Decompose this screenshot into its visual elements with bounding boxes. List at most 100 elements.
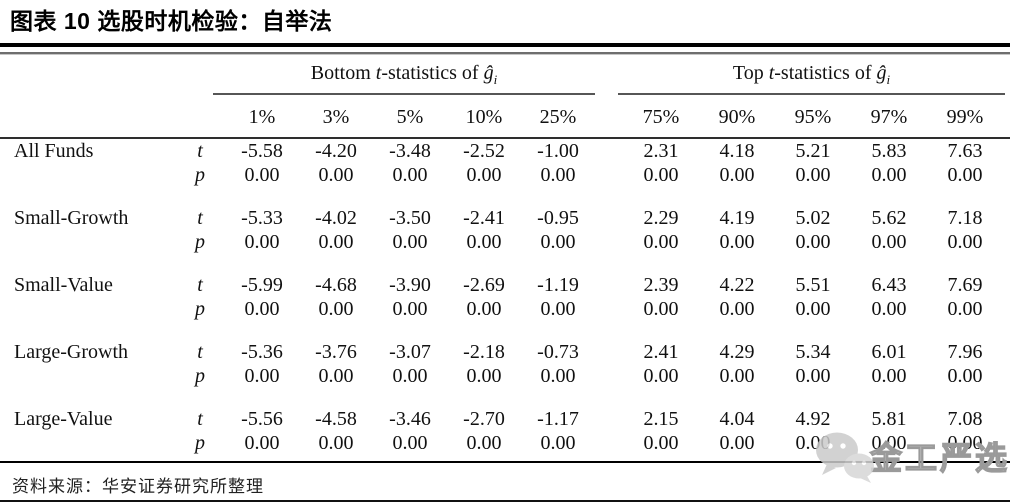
subscript-i: i bbox=[886, 72, 891, 87]
stat-label-t: t bbox=[197, 407, 203, 430]
fund-p-row: p 0.00 0.00 0.00 0.00 0.00 0.00 0.00 0.00 0.00 0.0… bbox=[0, 297, 1010, 321]
table-top-rule bbox=[0, 52, 1010, 55]
t-value: -2.69 bbox=[463, 273, 505, 296]
t-value: -4.68 bbox=[315, 273, 357, 296]
p-value: 0.00 bbox=[540, 364, 576, 387]
t-value: 7.69 bbox=[947, 273, 983, 296]
t-symbol: t bbox=[768, 62, 775, 84]
p-value: 0.00 bbox=[719, 431, 755, 454]
p-value: 0.00 bbox=[795, 163, 831, 186]
p-value: 0.00 bbox=[318, 364, 354, 387]
row-gap bbox=[0, 388, 1010, 407]
p-value: 0.00 bbox=[871, 230, 907, 253]
t-value: 4.18 bbox=[719, 139, 755, 162]
t-value: -5.33 bbox=[241, 206, 283, 229]
stat-label-p: p bbox=[195, 431, 205, 454]
p-value: 0.00 bbox=[719, 297, 755, 320]
fund-t-row: Large-Growth t -5.36 -3.76 -3.07 -2.18 -0.73 2.… bbox=[0, 340, 1010, 364]
stat-label-p: p bbox=[195, 230, 205, 253]
title-number: 10 bbox=[63, 8, 91, 34]
fund-t-row: Small-Value t -5.99 -4.68 -3.90 -2.69 -1.19 2.3… bbox=[0, 273, 1010, 297]
group-header-text: -statistics of bbox=[381, 62, 484, 84]
t-value: 4.92 bbox=[795, 407, 831, 430]
t-value: 6.43 bbox=[871, 273, 907, 296]
stat-label-t: t bbox=[197, 139, 203, 162]
p-value: 0.00 bbox=[871, 163, 907, 186]
t-value: -4.58 bbox=[315, 407, 357, 430]
fund-name: Large-Growth bbox=[14, 340, 129, 363]
t-value: 4.29 bbox=[719, 340, 755, 363]
percent-header-row: 1% 3% 5% 10% 25% 75% 90% 95% 97% 99% bbox=[0, 97, 1010, 137]
t-value: -3.48 bbox=[389, 139, 431, 162]
p-value: 0.00 bbox=[540, 431, 576, 454]
stat-label-p: p bbox=[195, 297, 205, 320]
p-value: 0.00 bbox=[947, 230, 983, 253]
t-value: -0.95 bbox=[537, 206, 579, 229]
p-value: 0.00 bbox=[244, 230, 280, 253]
p-value: 0.00 bbox=[392, 431, 428, 454]
p-value: 0.00 bbox=[318, 230, 354, 253]
t-value: -3.07 bbox=[389, 340, 431, 363]
t-value: 5.34 bbox=[795, 340, 831, 363]
t-value: -4.02 bbox=[315, 206, 357, 229]
t-value: -4.20 bbox=[315, 139, 357, 162]
p-value: 0.00 bbox=[947, 431, 983, 454]
t-value: 7.96 bbox=[947, 340, 983, 363]
row-gap bbox=[0, 187, 1010, 206]
percentile-header: 3% bbox=[322, 105, 350, 128]
percentile-header: 10% bbox=[465, 105, 503, 128]
percentile-header: 99% bbox=[946, 105, 984, 128]
p-value: 0.00 bbox=[719, 364, 755, 387]
t-value: -1.19 bbox=[537, 273, 579, 296]
p-value: 0.00 bbox=[244, 431, 280, 454]
t-value: 4.19 bbox=[719, 206, 755, 229]
stat-label-t: t bbox=[197, 206, 203, 229]
t-value: 5.83 bbox=[871, 139, 907, 162]
t-value: 2.39 bbox=[643, 273, 679, 296]
fund-t-row: Large-Value t -5.56 -4.58 -3.46 -2.70 -1.17 2.1… bbox=[0, 407, 1010, 431]
fund-name: Small-Growth bbox=[14, 206, 129, 229]
p-value: 0.00 bbox=[540, 230, 576, 253]
p-value: 0.00 bbox=[466, 297, 502, 320]
fund-p-row: p 0.00 0.00 0.00 0.00 0.00 0.00 0.00 0.00 0.00 0.0… bbox=[0, 431, 1010, 455]
t-value: -2.52 bbox=[463, 139, 505, 162]
t-value: -3.90 bbox=[389, 273, 431, 296]
percentile-header: 97% bbox=[870, 105, 908, 128]
page-title: 图表 10 选股时机检验：自举法 bbox=[0, 0, 1010, 35]
p-value: 0.00 bbox=[643, 163, 679, 186]
percentile-header: 95% bbox=[794, 105, 832, 128]
group-header-text: -statistics of bbox=[774, 62, 877, 84]
t-value: -3.76 bbox=[315, 340, 357, 363]
p-value: 0.00 bbox=[244, 297, 280, 320]
fund-p-row: p 0.00 0.00 0.00 0.00 0.00 0.00 0.00 0.00 0.00 0.0… bbox=[0, 364, 1010, 388]
group-header-row: Bottom t-statistics of ĝi Top t-statisti… bbox=[0, 55, 1010, 97]
t-value: -5.36 bbox=[241, 340, 283, 363]
t-value: -1.17 bbox=[537, 407, 579, 430]
p-value: 0.00 bbox=[795, 364, 831, 387]
stat-label-t: t bbox=[197, 340, 203, 363]
p-value: 0.00 bbox=[318, 431, 354, 454]
t-value: 5.62 bbox=[871, 206, 907, 229]
percentile-header: 90% bbox=[718, 105, 756, 128]
p-value: 0.00 bbox=[871, 431, 907, 454]
p-value: 0.00 bbox=[392, 163, 428, 186]
t-value: -1.00 bbox=[537, 139, 579, 162]
t-value: 2.41 bbox=[643, 340, 679, 363]
p-value: 0.00 bbox=[392, 230, 428, 253]
t-value: 5.81 bbox=[871, 407, 907, 430]
t-value: -3.46 bbox=[389, 407, 431, 430]
t-value: 5.02 bbox=[795, 206, 831, 229]
t-value: 2.29 bbox=[643, 206, 679, 229]
p-value: 0.00 bbox=[795, 297, 831, 320]
title-text: 选股时机检验：自举法 bbox=[90, 8, 333, 34]
p-value: 0.00 bbox=[947, 364, 983, 387]
fund-t-row: All Funds t -5.58 -4.20 -3.48 -2.52 -1.00 2.31 4… bbox=[0, 139, 1010, 163]
top-group-header: Top t-statistics of ĝi bbox=[618, 62, 1005, 95]
t-symbol: t bbox=[375, 62, 382, 84]
t-value: 6.01 bbox=[871, 340, 907, 363]
p-value: 0.00 bbox=[318, 297, 354, 320]
t-value: -5.99 bbox=[241, 273, 283, 296]
row-gap bbox=[0, 254, 1010, 273]
p-value: 0.00 bbox=[871, 364, 907, 387]
t-value: 7.63 bbox=[947, 139, 983, 162]
